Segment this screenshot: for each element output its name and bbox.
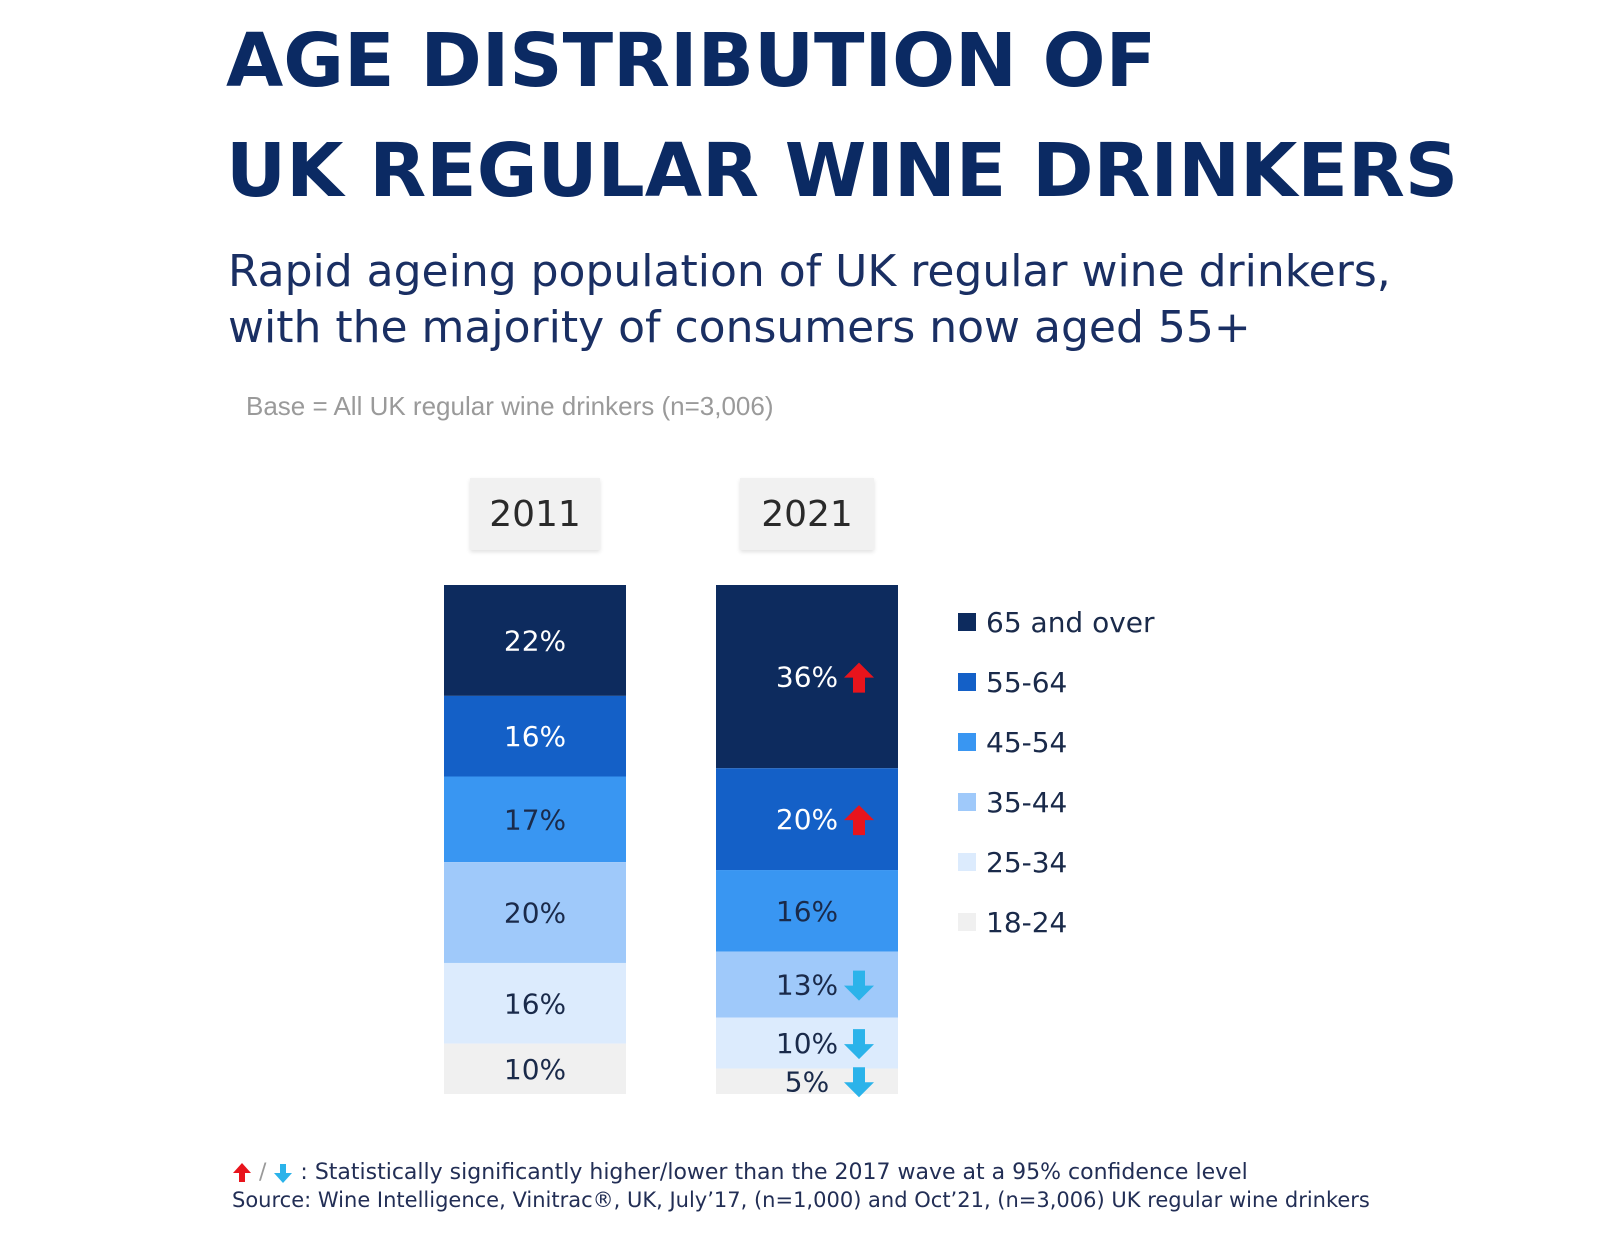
legend-label-45-54: 45-54 bbox=[986, 726, 1067, 759]
data-label-2011-65-and-over: 22% bbox=[504, 624, 566, 657]
footnote-separator: / bbox=[259, 1160, 267, 1185]
chart-title-line-2: UK REGULAR WINE DRINKERS bbox=[226, 128, 1459, 214]
legend-swatch-55-64 bbox=[958, 673, 976, 691]
bar-segment-2011-55-64 bbox=[444, 695, 626, 777]
data-label-2021-55-64: 20% bbox=[776, 803, 838, 836]
down-arrow-icon-2021-35-44 bbox=[844, 970, 874, 1001]
legend-swatch-65-and-over bbox=[958, 613, 976, 631]
legend-swatch-25-34 bbox=[958, 853, 976, 871]
data-label-2021-18-24: 5% bbox=[785, 1065, 829, 1098]
bar-segment-2021-18-24 bbox=[716, 1068, 898, 1094]
up-arrow-icon-2021-55-64 bbox=[844, 805, 874, 836]
source-note: Source: Wine Intelligence, Vinitrac®, UK… bbox=[232, 1188, 1370, 1212]
year-label-2011: 2011 bbox=[470, 478, 600, 550]
significance-note: : Statistically significantly higher/low… bbox=[300, 1160, 1248, 1185]
down-arrow-icon-2021-18-24 bbox=[844, 1067, 874, 1098]
data-label-2021-35-44: 13% bbox=[776, 969, 838, 1002]
data-label-2011-45-54: 17% bbox=[504, 803, 566, 836]
legend-swatch-45-54 bbox=[958, 733, 976, 751]
legend-swatch-35-44 bbox=[958, 793, 976, 811]
data-label-2021-65-and-over: 36% bbox=[776, 661, 838, 694]
legend-label-65-and-over: 65 and over bbox=[986, 606, 1155, 639]
bar-segment-2021-35-44 bbox=[716, 951, 898, 1018]
legend-label-35-44: 35-44 bbox=[986, 786, 1067, 819]
chart-subtitle-line-1: Rapid ageing population of UK regular wi… bbox=[228, 246, 1391, 297]
data-label-2011-18-24: 10% bbox=[504, 1053, 566, 1086]
data-label-2021-25-34: 10% bbox=[776, 1027, 838, 1060]
up-arrow-icon-2021-65-and-over bbox=[844, 662, 874, 693]
bar-segment-2021-25-34 bbox=[716, 1017, 898, 1069]
legend-label-55-64: 55-64 bbox=[986, 666, 1067, 699]
down-arrow-icon-2021-25-34 bbox=[844, 1029, 874, 1060]
base-note: Base = All UK regular wine drinkers (n=3… bbox=[246, 391, 774, 421]
bar-segment-2021-45-54 bbox=[716, 870, 898, 952]
legend-label-25-34: 25-34 bbox=[986, 846, 1067, 879]
data-label-2011-25-34: 16% bbox=[504, 987, 566, 1020]
chart-subtitle-line-2: with the majority of consumers now aged … bbox=[228, 302, 1251, 353]
bar-segment-2011-65-and-over bbox=[444, 585, 626, 696]
down-arrow-icon bbox=[274, 1164, 293, 1183]
chart-title-line-1: AGE DISTRIBUTION OF bbox=[226, 18, 1157, 104]
year-label-2021: 2021 bbox=[740, 478, 874, 550]
bar-segment-2011-35-44 bbox=[444, 862, 626, 963]
data-label-2021-45-54: 16% bbox=[776, 895, 838, 928]
data-label-2011-35-44: 20% bbox=[504, 897, 566, 930]
up-arrow-icon bbox=[233, 1163, 251, 1182]
bar-segment-2011-25-34 bbox=[444, 962, 626, 1044]
legend-swatch-18-24 bbox=[958, 913, 976, 931]
data-label-2011-55-64: 16% bbox=[504, 720, 566, 753]
legend-label-18-24: 18-24 bbox=[986, 906, 1067, 939]
bar-segment-2011-18-24 bbox=[444, 1043, 626, 1094]
significance-footnote: / : Statistically significantly higher/l… bbox=[232, 1160, 1248, 1185]
bar-segment-2011-45-54 bbox=[444, 776, 626, 863]
